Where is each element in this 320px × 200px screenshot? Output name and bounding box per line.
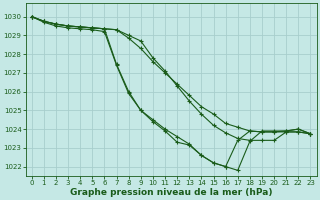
X-axis label: Graphe pression niveau de la mer (hPa): Graphe pression niveau de la mer (hPa) [70,188,272,197]
